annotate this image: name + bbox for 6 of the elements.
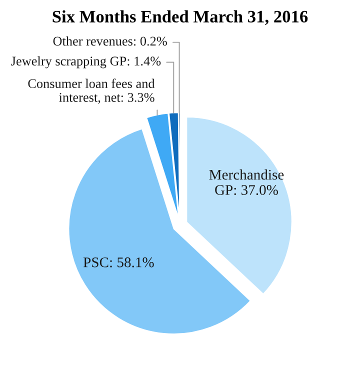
slice-label: Merchandise GP: 37.0% <box>209 169 284 195</box>
chart-title: Six Months Ended March 31, 2016 <box>52 10 308 26</box>
slice-label: Other revenues: 0.2% <box>53 36 167 46</box>
slice-label: PSC: 58.1% <box>83 257 154 268</box>
slice-label: Jewelry scrapping GP: 1.4% <box>11 56 161 68</box>
slice-label: Consumer loan fees and interest, net: 3.3% <box>28 78 155 104</box>
